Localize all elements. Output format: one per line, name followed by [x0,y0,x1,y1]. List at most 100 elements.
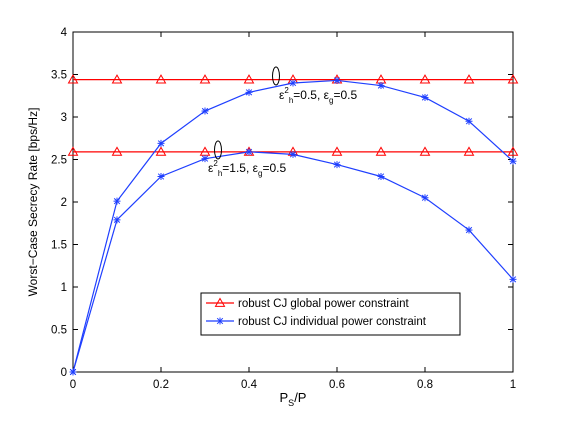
triangle-marker [419,146,431,156]
asterisk-stroke [289,151,297,158]
asterisk-marker [201,155,209,163]
subscript: h [218,169,222,178]
triangle-marker [67,74,79,84]
epsilon-symbol: ε [253,161,259,175]
annotation-label: ε2h=1.5, εg=0.5 [208,159,286,178]
asterisk-marker [465,117,473,125]
triangle-marker [67,146,79,156]
x-tick-label: 0.4 [241,379,258,391]
legend: robust CJ global power constraint robust… [200,292,461,336]
asterisk-stroke [245,89,253,96]
x-axis-label-sub: S [288,398,294,408]
asterisk-stroke [421,194,429,201]
triangle-marker [243,74,255,84]
y-tick-label: 2.5 [51,155,67,167]
asterisk-marker [69,368,77,376]
epsilon-symbol: ε [208,161,214,175]
series-upper-asterisk [69,76,517,376]
asterisk-stroke [69,368,77,376]
asterisk-marker [509,157,517,165]
asterisk-marker [465,226,473,234]
asterisk-stroke [333,161,341,168]
asterisk-marker [216,317,224,325]
triangle-marker [214,297,226,307]
y-tick-label: 0 [61,367,67,379]
triangle-marker [419,74,431,84]
asterisk-marker [157,139,165,147]
asterisk-marker [377,82,385,90]
asterisk-marker [245,88,253,96]
x-tick-label: 0.8 [417,379,433,391]
asterisk-stroke [377,82,385,89]
asterisk-marker [245,148,253,156]
asterisk-stroke [157,140,165,147]
asterisk-stroke [421,94,429,101]
triangle-marker [507,146,519,156]
asterisk-stroke [509,158,517,165]
y-tick-label: 1 [61,282,67,294]
x-tick-label: 1 [510,379,516,391]
asterisk-marker [113,216,121,224]
asterisk-stroke [289,79,297,87]
superscript: 2 [284,86,289,95]
series-layer [67,74,519,376]
triangle-marker [111,74,123,84]
asterisk-marker [509,275,517,283]
subscript: g [258,169,262,178]
x-tick-label: 0.6 [329,379,345,391]
annotation-value: =0.5, [293,88,323,102]
asterisk-stroke [465,118,473,125]
triangle-marker [507,74,519,84]
x-axis-label: PS/P [280,390,307,408]
asterisk-marker [289,79,297,87]
triangle-marker [199,74,211,84]
y-tick-label: 3.5 [51,70,67,82]
annotation-ellipse [272,66,280,86]
legend-label-individual: robust CJ individual power constraint [238,316,427,328]
x-tick-label: 0.2 [153,379,169,391]
asterisk-marker [421,194,429,202]
asterisk-marker [289,150,297,158]
asterisk-stroke [245,148,253,156]
annotation-ellipse [214,140,222,160]
asterisk-stroke [216,317,224,325]
x-tick-label: 0 [70,379,76,391]
subscript: h [289,96,293,105]
asterisk-stroke [465,226,473,234]
triangle-marker [375,146,387,156]
asterisk-stroke [113,197,121,205]
epsilon-symbol: ε [279,88,285,102]
y-tick-label: 4 [61,27,68,39]
asterisk-stroke [113,216,121,224]
asterisk-stroke [201,107,209,115]
annotation-value: =1.5, [222,161,252,175]
asterisk-stroke [377,173,385,180]
asterisk-marker [377,173,385,180]
annotation-value: =0.5 [262,161,286,175]
x-axis-label-tail: /P [294,390,306,405]
epsilon-symbol: ε [324,88,330,102]
triangle-marker [331,146,343,156]
superscript: 2 [213,159,218,168]
triangle-marker [463,146,475,156]
y-tick-label: 2 [61,197,67,209]
asterisk-stroke [201,155,209,162]
y-tick-label: 1.5 [51,240,67,252]
asterisk-marker [201,107,209,115]
axis-ticks: 0 0.2 0.4 0.6 0.8 1 0 0.5 1 1.5 2 2.5 3 3.5 4 [51,27,516,391]
asterisk-stroke [157,173,165,180]
asterisk-stroke [509,276,517,283]
y-tick-label: 0.5 [51,325,67,337]
series-lower-asterisk [69,148,517,376]
asterisk-marker [157,173,165,180]
y-tick-label: 3 [61,112,67,124]
annotation-label: ε2h=0.5, εg=0.5 [279,86,357,105]
asterisk-marker [421,93,429,101]
subscript: g [329,96,333,105]
asterisk-stroke [333,77,341,84]
annotation-value: =0.5 [333,88,357,102]
legend-box [200,292,461,336]
